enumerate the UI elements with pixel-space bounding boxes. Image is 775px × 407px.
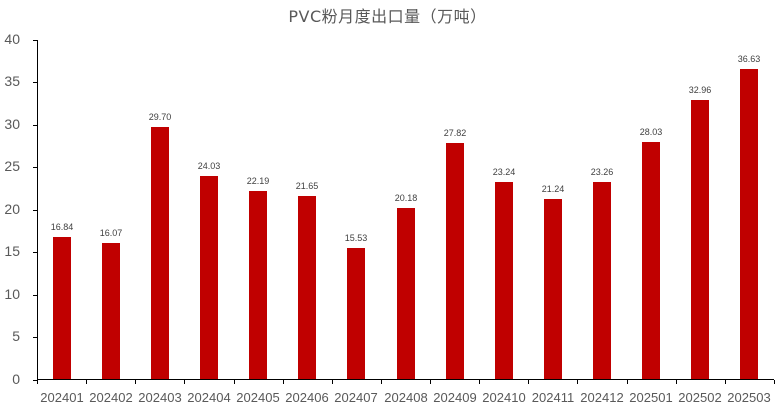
- x-tick-mark: [332, 380, 333, 384]
- x-tick-label: 202501: [629, 390, 673, 405]
- bar-202503: [740, 68, 758, 380]
- bar-202412: [593, 182, 611, 380]
- data-label: 32.96: [688, 84, 712, 95]
- x-tick-label: 202502: [678, 390, 722, 405]
- y-tick-label: 35: [4, 73, 20, 90]
- y-tick-label: 20: [4, 200, 20, 217]
- bar-202401: [53, 236, 71, 380]
- data-label: 27.82: [443, 128, 467, 139]
- x-tick-label: 202405: [236, 390, 280, 405]
- bar-202403: [151, 127, 169, 380]
- x-tick-mark: [430, 380, 431, 384]
- x-tick-label: 202410: [482, 390, 526, 405]
- x-tick-mark: [283, 380, 284, 384]
- x-tick-mark: [676, 380, 677, 384]
- data-label: 24.03: [197, 160, 221, 171]
- bar-202409: [446, 143, 464, 380]
- y-tick-label: 30: [4, 115, 20, 132]
- y-axis-line: [37, 40, 38, 380]
- x-tick-mark: [725, 380, 726, 384]
- x-tick-label: 202412: [580, 390, 624, 405]
- bar-202404: [200, 175, 218, 380]
- x-tick-label: 202409: [433, 390, 477, 405]
- x-tick-mark: [135, 380, 136, 384]
- y-tick-mark: [33, 40, 37, 41]
- bar-202501: [642, 141, 660, 380]
- data-label: 21.65: [295, 180, 319, 191]
- x-tick-mark: [528, 380, 529, 384]
- y-tick-label: 10: [4, 285, 20, 302]
- x-tick-label: 202406: [285, 390, 329, 405]
- y-tick-mark: [33, 82, 37, 83]
- x-tick-mark: [577, 380, 578, 384]
- bar-202408: [397, 208, 415, 380]
- data-label: 23.26: [590, 167, 614, 178]
- x-tick-label: 202503: [727, 390, 771, 405]
- y-tick-mark: [33, 167, 37, 168]
- x-tick-label: 202401: [40, 390, 84, 405]
- bar-202405: [249, 191, 267, 380]
- y-tick-mark: [33, 295, 37, 296]
- bar-202407: [347, 247, 365, 380]
- bar-202502: [691, 99, 709, 380]
- x-tick-mark: [627, 380, 628, 384]
- y-tick-mark: [33, 252, 37, 253]
- data-label: 16.84: [50, 221, 74, 232]
- x-tick-label: 202404: [187, 390, 231, 405]
- chart-title: PVC粉月度出口量（万吨）: [288, 7, 487, 26]
- x-tick-mark: [86, 380, 87, 384]
- bar-202411: [544, 199, 562, 380]
- x-tick-mark: [381, 380, 382, 384]
- x-tick-label: 202403: [138, 390, 182, 405]
- data-label: 22.19: [246, 176, 270, 187]
- x-tick-mark: [234, 380, 235, 384]
- y-tick-label: 15: [4, 243, 20, 260]
- data-label: 28.03: [639, 126, 663, 137]
- data-label: 36.63: [737, 53, 761, 64]
- bar-202410: [495, 182, 513, 380]
- x-tick-label: 202411: [531, 390, 575, 405]
- data-label: 20.18: [394, 193, 418, 204]
- data-label: 21.24: [541, 184, 565, 195]
- y-tick-mark: [33, 125, 37, 126]
- bar-202402: [102, 243, 120, 380]
- data-label: 23.24: [492, 167, 516, 178]
- x-tick-label: 202408: [384, 390, 428, 405]
- bar-202406: [298, 195, 316, 380]
- y-tick-label: 0: [12, 370, 20, 387]
- data-label: 16.07: [99, 228, 123, 239]
- x-axis-line: [37, 379, 774, 380]
- y-tick-label: 5: [12, 328, 20, 345]
- y-tick-mark: [33, 380, 37, 381]
- y-tick-mark: [33, 210, 37, 211]
- x-tick-label: 202402: [89, 390, 133, 405]
- x-tick-mark: [479, 380, 480, 384]
- x-tick-mark: [184, 380, 185, 384]
- y-tick-label: 25: [4, 158, 20, 175]
- x-tick-mark: [37, 380, 38, 384]
- y-tick-label: 40: [4, 31, 20, 47]
- x-tick-label: 202407: [334, 390, 378, 405]
- y-tick-mark: [33, 337, 37, 338]
- data-label: 29.70: [148, 112, 172, 123]
- data-label: 15.53: [344, 232, 368, 243]
